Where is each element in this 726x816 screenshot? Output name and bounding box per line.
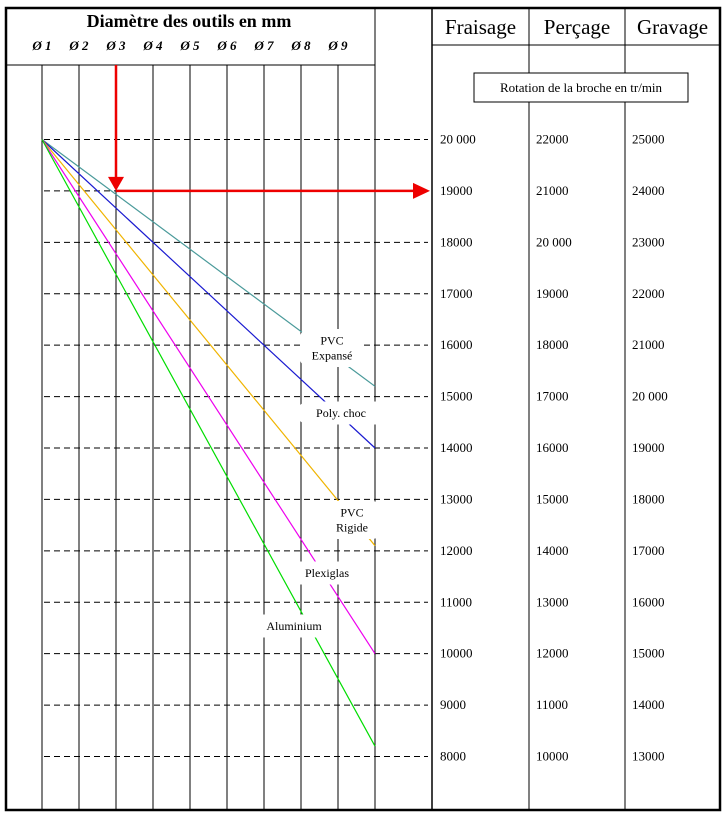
speed-value: 24000 xyxy=(632,183,665,198)
column-header: Gravage xyxy=(637,15,708,39)
material-label-bg xyxy=(299,401,383,425)
speed-value: 15000 xyxy=(440,389,473,404)
rotation-box-border xyxy=(473,72,689,103)
rotation-box-label: Rotation de la broche en tr/min xyxy=(500,80,663,95)
speed-value: 20 000 xyxy=(440,132,476,147)
speed-value: 18000 xyxy=(440,234,473,249)
speed-value: 23000 xyxy=(632,234,665,249)
material-label: PVC xyxy=(340,506,363,520)
diameter-label: Ø 6 xyxy=(216,38,237,53)
diameter-label: Ø 5 xyxy=(179,38,200,53)
column-headers: Fraisage Perçage Gravage xyxy=(445,15,708,39)
material-label: PVC xyxy=(320,334,343,348)
speed-value: 10000 xyxy=(536,749,569,764)
speed-value: 17000 xyxy=(632,543,665,558)
speed-value: 14000 xyxy=(536,543,569,558)
speed-value: 20 000 xyxy=(632,389,668,404)
diameter-labels: Ø 1 Ø 2 Ø 3 Ø 4 Ø 5 Ø 6 Ø 7 Ø 8 Ø 9 xyxy=(31,38,348,53)
speed-value: 14000 xyxy=(632,697,665,712)
speed-value: 18000 xyxy=(536,337,569,352)
speed-value: 12000 xyxy=(536,646,569,661)
chart-frame xyxy=(4,6,722,812)
material-line xyxy=(41,139,376,747)
material-line xyxy=(41,139,376,449)
material-label-bg xyxy=(323,501,381,539)
diameter-label: Ø 1 xyxy=(31,38,51,53)
diameter-label: Ø 4 xyxy=(142,38,163,53)
material-lines xyxy=(41,139,376,747)
material-line xyxy=(41,139,376,547)
speed-value: 14000 xyxy=(440,440,473,455)
column-header: Fraisage xyxy=(445,15,516,39)
speed-value: 11000 xyxy=(440,594,472,609)
speed-value: 13000 xyxy=(632,749,665,764)
speed-value: 8000 xyxy=(440,749,466,764)
speed-value: 15000 xyxy=(632,646,665,661)
speed-values: 20 000 22000 25000 19000 21000 24000 18000 20 0… xyxy=(440,132,668,764)
speed-value: 16000 xyxy=(440,337,473,352)
speed-value: 13000 xyxy=(440,491,473,506)
material-label: Expansé xyxy=(312,349,353,363)
speed-value: 20 000 xyxy=(536,234,572,249)
speed-value: 13000 xyxy=(536,594,569,609)
speed-value: 11000 xyxy=(536,697,568,712)
speed-value: 15000 xyxy=(536,491,569,506)
diameter-label: Ø 2 xyxy=(68,38,89,53)
speed-value: 25000 xyxy=(632,132,665,147)
speed-value: 22000 xyxy=(536,132,569,147)
speed-value: 21000 xyxy=(632,337,665,352)
column-header: Perçage xyxy=(544,15,610,39)
speed-value: 22000 xyxy=(632,286,665,301)
speed-value: 18000 xyxy=(632,491,665,506)
speed-value: 12000 xyxy=(440,543,473,558)
speed-value: 16000 xyxy=(632,594,665,609)
example-reading xyxy=(108,65,430,199)
material-label: Rigide xyxy=(336,521,368,535)
speed-value: 17000 xyxy=(536,389,569,404)
diameter-label: Ø 7 xyxy=(253,38,274,53)
speed-value: 19000 xyxy=(536,286,569,301)
material-label: Plexiglas xyxy=(305,566,349,580)
speed-value: 21000 xyxy=(536,183,569,198)
material-label: Poly. choc xyxy=(316,406,366,420)
material-label-bg xyxy=(300,329,364,367)
example-arrowhead-down xyxy=(108,176,124,191)
diameter-label: Ø 3 xyxy=(105,38,126,53)
speed-value: 19000 xyxy=(632,440,665,455)
example-arrowhead-right xyxy=(413,182,430,199)
material-label-bg xyxy=(255,614,333,638)
chart-title: Diamètre des outils en mm xyxy=(87,11,292,31)
speed-value: 16000 xyxy=(536,440,569,455)
speed-value: 19000 xyxy=(440,183,473,198)
speed-value: 10000 xyxy=(440,646,473,661)
material-label: Aluminium xyxy=(266,619,322,633)
diameter-label: Ø 8 xyxy=(290,38,311,53)
outer-border xyxy=(4,6,722,812)
material-label-bg xyxy=(288,561,366,585)
rotation-box: Rotation de la broche en tr/min xyxy=(473,72,689,103)
speed-value: 17000 xyxy=(440,286,473,301)
speed-value: 9000 xyxy=(440,697,466,712)
diameter-label: Ø 9 xyxy=(327,38,348,53)
